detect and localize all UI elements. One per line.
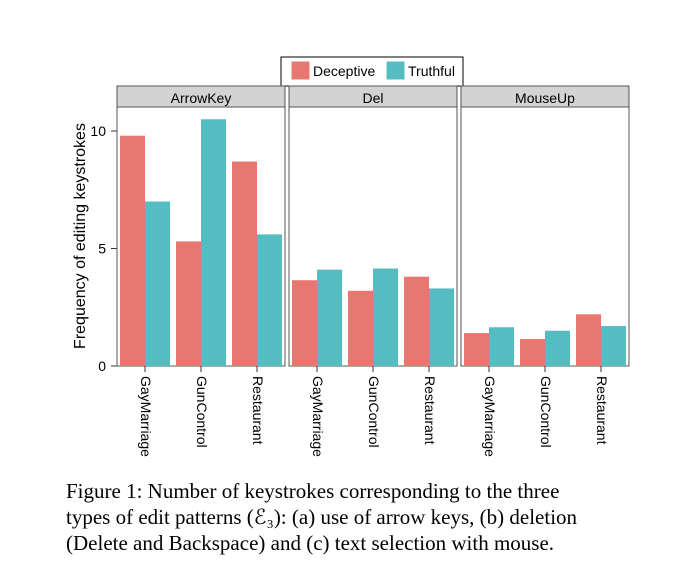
x-tick-label-arrowkey-gaymarriage: GayMarriage [138, 376, 154, 457]
caption-label: Figure 1: [66, 479, 143, 503]
bar-mouseup-restaurant-truthful [601, 326, 626, 366]
caption-line-3: (Delete and Backspace) and (c) text sele… [66, 531, 555, 555]
bar-arrowkey-restaurant-truthful [257, 234, 282, 366]
faceted-bar-chart: Deceptive Truthful Frequency of editing ke… [72, 56, 630, 457]
figure-caption: Figure 1: Number of keystrokes correspon… [66, 478, 666, 556]
x-tick-label-mouseup-gaymarriage: GayMarriage [482, 376, 498, 457]
bar-del-guncontrol-truthful [373, 268, 398, 366]
bar-mouseup-restaurant-deceptive [576, 314, 601, 366]
legend-box [280, 56, 464, 87]
y-tick-label-10: 10 [90, 123, 106, 139]
facet-label-arrowkey: ArrowKey [171, 90, 232, 106]
legend-label-deceptive: Deceptive [313, 63, 375, 79]
facet-label-mouseup: MouseUp [515, 90, 575, 106]
x-tick-label-del-gaymarriage: GayMarriage [310, 376, 326, 457]
y-tick-label-5: 5 [98, 241, 106, 257]
bar-arrowkey-restaurant-deceptive [232, 161, 257, 366]
legend-key-deceptive [290, 60, 311, 81]
bar-del-restaurant-deceptive [404, 276, 429, 366]
bar-del-gaymarriage-deceptive [292, 280, 317, 366]
y-axis-label: Frequency of editing keystrokes [72, 123, 89, 349]
bar-mouseup-guncontrol-deceptive [520, 338, 545, 366]
bar-arrowkey-guncontrol-deceptive [176, 241, 201, 366]
x-tick-label-mouseup-guncontrol: GunControl [538, 376, 554, 448]
bar-mouseup-guncontrol-truthful [545, 330, 570, 366]
caption-text-1: Number of keystrokes corresponding to th… [147, 479, 560, 503]
y-tick-label-0: 0 [98, 358, 106, 374]
x-tick-label-del-restaurant: Restaurant [422, 376, 438, 445]
x-tick-label-del-guncontrol: GunControl [366, 376, 382, 448]
bar-del-restaurant-truthful [429, 288, 454, 366]
bar-del-guncontrol-deceptive [348, 290, 373, 366]
x-tick-label-arrowkey-guncontrol: GunControl [194, 376, 210, 448]
legend-key-truthful [385, 60, 406, 81]
facet-label-del: Del [362, 90, 383, 106]
bar-arrowkey-guncontrol-truthful [201, 119, 226, 366]
bar-arrowkey-gaymarriage-truthful [145, 201, 170, 366]
x-tick-label-arrowkey-restaurant: Restaurant [250, 376, 266, 445]
legend-label-truthful: Truthful [408, 63, 455, 79]
caption-line-1: Figure 1: Number of keystrokes correspon… [66, 478, 666, 504]
bar-mouseup-gaymarriage-deceptive [464, 333, 489, 366]
bar-del-gaymarriage-truthful [317, 269, 342, 366]
bar-mouseup-gaymarriage-truthful [489, 327, 514, 366]
bar-arrowkey-gaymarriage-deceptive [120, 135, 145, 366]
caption-line-2: types of edit patterns (ℰ₃): (a) use of … [66, 505, 578, 529]
x-tick-label-mouseup-restaurant: Restaurant [594, 376, 610, 445]
